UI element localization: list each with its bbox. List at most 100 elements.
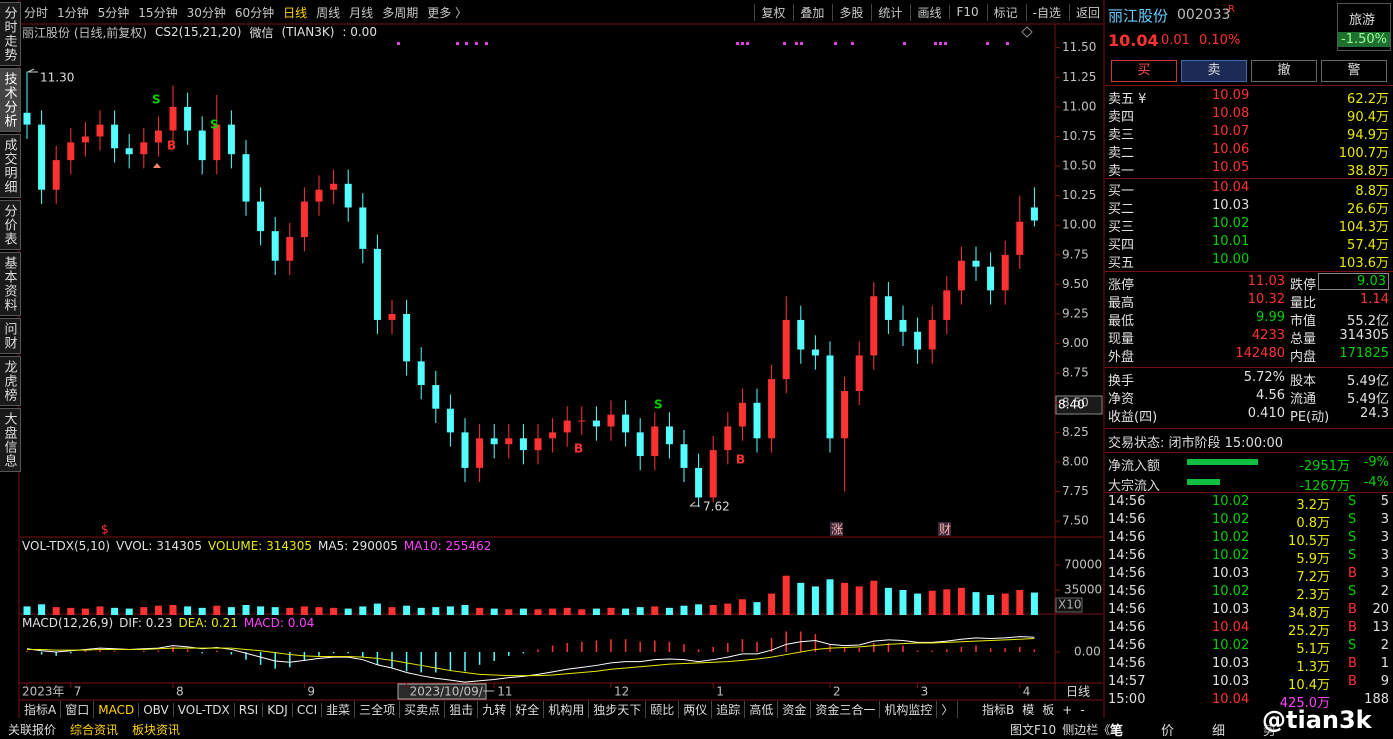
marker: 财: [939, 523, 951, 537]
indicator-tab[interactable]: -: [1080, 702, 1085, 717]
book-volume: 94.9万: [1347, 128, 1389, 143]
candle-body: [96, 124, 104, 137]
indicator-tab[interactable]: 韭菜: [322, 701, 356, 718]
trade-count: 9: [1380, 674, 1389, 689]
sidebar-tab[interactable]: 分时走势: [0, 2, 21, 66]
volume-bar: [768, 593, 776, 615]
indicator-tab[interactable]: 资金三合一: [811, 701, 881, 718]
trade-price: 10.02: [1212, 530, 1250, 545]
panel-tab[interactable]: 势: [1263, 723, 1277, 739]
indicator-tab[interactable]: VOL-TDX: [174, 702, 235, 717]
indicator-tab[interactable]: 高低: [745, 701, 779, 718]
indicator-tab[interactable]: 板: [1042, 703, 1055, 717]
indicator-tabs-right: 指标B 模板 + -: [982, 701, 1085, 718]
toolbar-item[interactable]: 统计: [871, 3, 902, 21]
indicator-tab[interactable]: 三全项: [355, 701, 401, 718]
trade-button[interactable]: 买: [1111, 60, 1177, 82]
indicator-tab[interactable]: 颐比: [646, 701, 680, 718]
stat-value: 11.03: [1247, 274, 1285, 289]
trade-count: 2: [1380, 638, 1389, 653]
y-tick-label: 9.50: [1062, 277, 1089, 291]
sidebar-tab[interactable]: 技术分析: [0, 68, 21, 132]
x-tick-label: 11: [497, 685, 512, 699]
toolbar-item[interactable]: 分时: [24, 5, 49, 20]
indicator-tab[interactable]: 模: [1022, 703, 1035, 717]
trade-side: S: [1348, 512, 1357, 527]
candle-body: [373, 248, 381, 320]
sidebar-tab[interactable]: 成交明细: [0, 134, 21, 198]
indicator-tab[interactable]: 机构监控: [880, 701, 938, 718]
toolbar-item[interactable]: 30分钟: [186, 5, 226, 20]
stat-label: 跌停: [1290, 278, 1317, 293]
panel-tab[interactable]: 笔: [1110, 723, 1124, 739]
indicator-tab[interactable]: 机构用: [544, 701, 590, 718]
indicator-tab[interactable]: 好全: [511, 701, 545, 718]
volume-bar: [140, 607, 148, 615]
sidebar-tab[interactable]: 问财: [0, 318, 21, 354]
y-tick-label: 10.00: [1062, 218, 1096, 232]
header-item: MACD(12,26,9): [22, 616, 114, 630]
indicator-tab[interactable]: +: [1062, 702, 1073, 717]
sidebar-tab[interactable]: 基本资料: [0, 252, 21, 316]
toolbar-item[interactable]: 15分钟: [138, 5, 178, 20]
volume-bar: [373, 603, 381, 615]
indicator-tab[interactable]: 追踪: [712, 701, 746, 718]
status-tab[interactable]: 关联报价: [8, 722, 57, 737]
indicator-tab[interactable]: 资金: [778, 701, 812, 718]
stat-value: 9.03: [1318, 273, 1389, 290]
panel-tab[interactable]: 细: [1212, 723, 1226, 739]
trade-button[interactable]: 警: [1321, 60, 1387, 82]
status-tab[interactable]: 侧边栏《: [1062, 722, 1111, 737]
book-label: 卖二: [1108, 146, 1135, 161]
toolbar-item[interactable]: 周线: [316, 5, 341, 20]
panel-tab[interactable]: 价: [1161, 723, 1175, 739]
indicator-tab[interactable]: 指标A: [20, 701, 62, 718]
candle-body: [928, 319, 936, 350]
toolbar-item[interactable]: 更多 〉: [427, 5, 468, 20]
sidebar-tab[interactable]: 龙虎榜: [0, 356, 21, 406]
indicator-tab[interactable]: RSI: [235, 702, 264, 717]
toolbar-item[interactable]: 叠加: [793, 3, 824, 21]
candle-body: [753, 402, 761, 439]
volume-bar: [505, 609, 513, 615]
indicator-tab[interactable]: 买卖点: [400, 701, 446, 718]
toolbar-item[interactable]: 日线: [283, 5, 308, 20]
toolbar-item[interactable]: 60分钟: [234, 5, 275, 20]
status-tab[interactable]: 综合资讯: [70, 722, 119, 737]
indicator-tab[interactable]: 九转: [478, 701, 512, 718]
sidebar-tab[interactable]: 大盘信息: [0, 408, 21, 472]
trade-time: 14:56: [1108, 620, 1146, 635]
indicator-tab[interactable]: 狙击: [445, 701, 479, 718]
indicator-tab[interactable]: OBV: [139, 702, 174, 717]
candle-body: [417, 361, 425, 386]
toolbar-item[interactable]: -自选: [1025, 3, 1061, 21]
toolbar-item[interactable]: 5分钟: [97, 5, 130, 20]
sidebar-tab[interactable]: 分价表: [0, 200, 21, 250]
toolbar-item[interactable]: 多股: [832, 3, 863, 21]
indicator-tab[interactable]: 窗口: [61, 701, 95, 718]
indicator-tab[interactable]: 〉: [937, 701, 959, 718]
indicator-tab[interactable]: MACD: [94, 702, 140, 717]
candle-body: [184, 106, 192, 131]
trade-button[interactable]: 撤: [1251, 60, 1317, 82]
indicator-tab[interactable]: 指标B: [982, 703, 1015, 717]
toolbar-item[interactable]: 标记: [986, 3, 1018, 21]
indicator-tab[interactable]: KDJ: [263, 702, 293, 717]
toolbar-item[interactable]: 多周期: [382, 5, 419, 20]
toolbar-item[interactable]: 画线: [910, 3, 941, 21]
toolbar-item[interactable]: F10: [949, 5, 979, 19]
indicator-tab[interactable]: 独步天下: [589, 701, 647, 718]
trade-side: S: [1348, 494, 1357, 509]
toolbar-item[interactable]: 返回: [1068, 3, 1100, 21]
indicator-tab[interactable]: 两仪: [679, 701, 713, 718]
trade-count: 3: [1380, 566, 1389, 581]
toolbar-item[interactable]: 复权: [754, 3, 785, 21]
status-tab[interactable]: 板块资讯: [132, 722, 181, 737]
candle-body: [987, 266, 995, 291]
toolbar-item[interactable]: 1分钟: [57, 5, 89, 20]
indicator-tab[interactable]: CCI: [293, 702, 323, 717]
status-tab[interactable]: 图文F10: [1010, 722, 1057, 737]
trade-button[interactable]: 卖: [1181, 60, 1247, 82]
panel-icon[interactable]: [1021, 26, 1033, 38]
toolbar-item[interactable]: 月线: [349, 5, 374, 20]
